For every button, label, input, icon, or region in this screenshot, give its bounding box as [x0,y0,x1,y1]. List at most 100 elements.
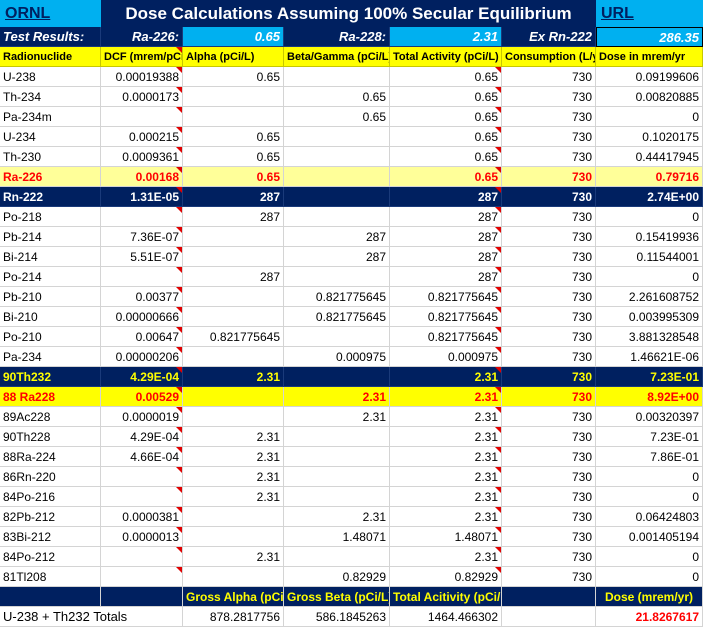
cell-total-activity[interactable]: 2.31 [390,467,502,487]
cell-dose[interactable]: 0 [596,207,703,227]
cell-dcf[interactable]: 0.0000381 [101,507,183,527]
cell-total-activity[interactable]: 0.821775645 [390,327,502,347]
cell-consumption[interactable]: 730 [502,407,596,427]
cell-radionuclide[interactable]: 81Tl208 [0,567,101,587]
cell-radionuclide[interactable]: 90Th232 [0,367,101,387]
cell-total-activity[interactable]: 287 [390,187,502,207]
cell-alpha[interactable] [183,227,284,247]
cell-consumption[interactable]: 730 [502,267,596,287]
cell-total-activity[interactable]: 2.31 [390,507,502,527]
cell-radionuclide[interactable]: 89Ac228 [0,407,101,427]
cell-total-activity[interactable]: 0.65 [390,147,502,167]
cell-alpha[interactable]: 0.65 [183,147,284,167]
cell-dcf[interactable]: 0.00529 [101,387,183,407]
cell-dose[interactable]: 0 [596,107,703,127]
cell-alpha[interactable] [183,387,284,407]
cell-radionuclide[interactable]: Po-218 [0,207,101,227]
cell-alpha[interactable] [183,507,284,527]
cell-consumption[interactable]: 730 [502,367,596,387]
cell-dcf[interactable]: 0.0000013 [101,527,183,547]
cell-total-activity[interactable]: 0.821775645 [390,307,502,327]
cell-total-activity[interactable]: 287 [390,207,502,227]
cell-radionuclide[interactable]: Pb-214 [0,227,101,247]
cell-beta-gamma[interactable]: 1.48071 [284,527,390,547]
cell-consumption[interactable]: 730 [502,287,596,307]
cell-consumption[interactable]: 730 [502,67,596,87]
cell-consumption[interactable]: 730 [502,507,596,527]
cell-dose[interactable]: 0 [596,547,703,567]
cell-consumption[interactable]: 730 [502,387,596,407]
cell-alpha[interactable]: 2.31 [183,467,284,487]
cell-dose[interactable]: 0 [596,467,703,487]
cell-beta-gamma[interactable] [284,67,390,87]
gross-beta-header[interactable]: Gross Beta (pCi/L) [284,587,390,607]
cell-beta-gamma[interactable] [284,267,390,287]
cell-beta-gamma[interactable] [284,467,390,487]
ornl-link[interactable]: ORNL [0,0,101,27]
cell-dcf[interactable]: 0.00647 [101,327,183,347]
cell-beta-gamma[interactable]: 0.821775645 [284,307,390,327]
cell-consumption[interactable]: 730 [502,567,596,587]
cell-consumption[interactable]: 730 [502,87,596,107]
cell-alpha[interactable] [183,87,284,107]
cell-dose[interactable]: 0.15419936 [596,227,703,247]
cell-alpha[interactable] [183,307,284,327]
cell-consumption[interactable]: 730 [502,427,596,447]
cell-alpha[interactable]: 0.821775645 [183,327,284,347]
cell-dose[interactable]: 0 [596,267,703,287]
cell-alpha[interactable]: 0.65 [183,67,284,87]
gross-alpha-total[interactable]: 878.2817756 [183,607,284,627]
cell-beta-gamma[interactable] [284,547,390,567]
cell-radionuclide[interactable]: Rn-222 [0,187,101,207]
cell-dose[interactable]: 2.74E+00 [596,187,703,207]
cell-consumption[interactable]: 730 [502,227,596,247]
cell-consumption[interactable]: 730 [502,127,596,147]
cell-alpha[interactable] [183,347,284,367]
cell-dcf[interactable]: 0.0000019 [101,407,183,427]
cell-dose[interactable]: 3.881328548 [596,327,703,347]
cell-dose[interactable]: 0.00320397 [596,407,703,427]
cell-dose[interactable]: 2.261608752 [596,287,703,307]
cell-radionuclide[interactable]: 82Pb-212 [0,507,101,527]
header-consumption[interactable]: Consumption (L/yr [502,47,596,67]
cell-dose[interactable]: 0.06424803 [596,507,703,527]
cell-total-activity[interactable]: 2.31 [390,547,502,567]
cell-dcf[interactable] [101,207,183,227]
cell-radionuclide[interactable]: 83Bi-212 [0,527,101,547]
cell-beta-gamma[interactable] [284,327,390,347]
cell-total-activity[interactable]: 0.82929 [390,567,502,587]
cell-radionuclide[interactable]: Pb-210 [0,287,101,307]
cell-dose[interactable]: 0.79716 [596,167,703,187]
cell-radionuclide[interactable]: Po-210 [0,327,101,347]
cell-consumption[interactable]: 730 [502,447,596,467]
cell-dcf[interactable]: 1.31E-05 [101,187,183,207]
cell-radionuclide[interactable]: Bi-214 [0,247,101,267]
cell-radionuclide[interactable]: Pa-234m [0,107,101,127]
cell-radionuclide[interactable]: Th-234 [0,87,101,107]
cell-radionuclide[interactable]: 84Po-212 [0,547,101,567]
dose-total[interactable]: 21.8267617 [596,607,703,627]
cell-radionuclide[interactable]: 88Ra-224 [0,447,101,467]
ex-rn222-input[interactable]: 286.35 [596,27,703,47]
cell-radionuclide[interactable]: U-238 [0,67,101,87]
cell-consumption[interactable]: 730 [502,187,596,207]
totals-empty-cell[interactable] [502,607,596,627]
cell-radionuclide[interactable]: 86Rn-220 [0,467,101,487]
cell-total-activity[interactable]: 0.65 [390,127,502,147]
header-dcf[interactable]: DCF (mrem/pCi [101,47,183,67]
cell-alpha[interactable]: 2.31 [183,447,284,467]
cell-beta-gamma[interactable] [284,427,390,447]
cell-beta-gamma[interactable]: 287 [284,247,390,267]
cell-beta-gamma[interactable]: 0.65 [284,87,390,107]
cell-total-activity[interactable]: 0.65 [390,167,502,187]
cell-radionuclide[interactable]: Bi-210 [0,307,101,327]
cell-dcf[interactable] [101,487,183,507]
cell-alpha[interactable]: 0.65 [183,167,284,187]
cell-beta-gamma[interactable]: 2.31 [284,407,390,427]
cell-alpha[interactable]: 287 [183,207,284,227]
cell-beta-gamma[interactable]: 2.31 [284,507,390,527]
cell-total-activity[interactable]: 2.31 [390,367,502,387]
cell-consumption[interactable]: 730 [502,547,596,567]
cell-consumption[interactable]: 730 [502,307,596,327]
cell-total-activity[interactable]: 2.31 [390,487,502,507]
